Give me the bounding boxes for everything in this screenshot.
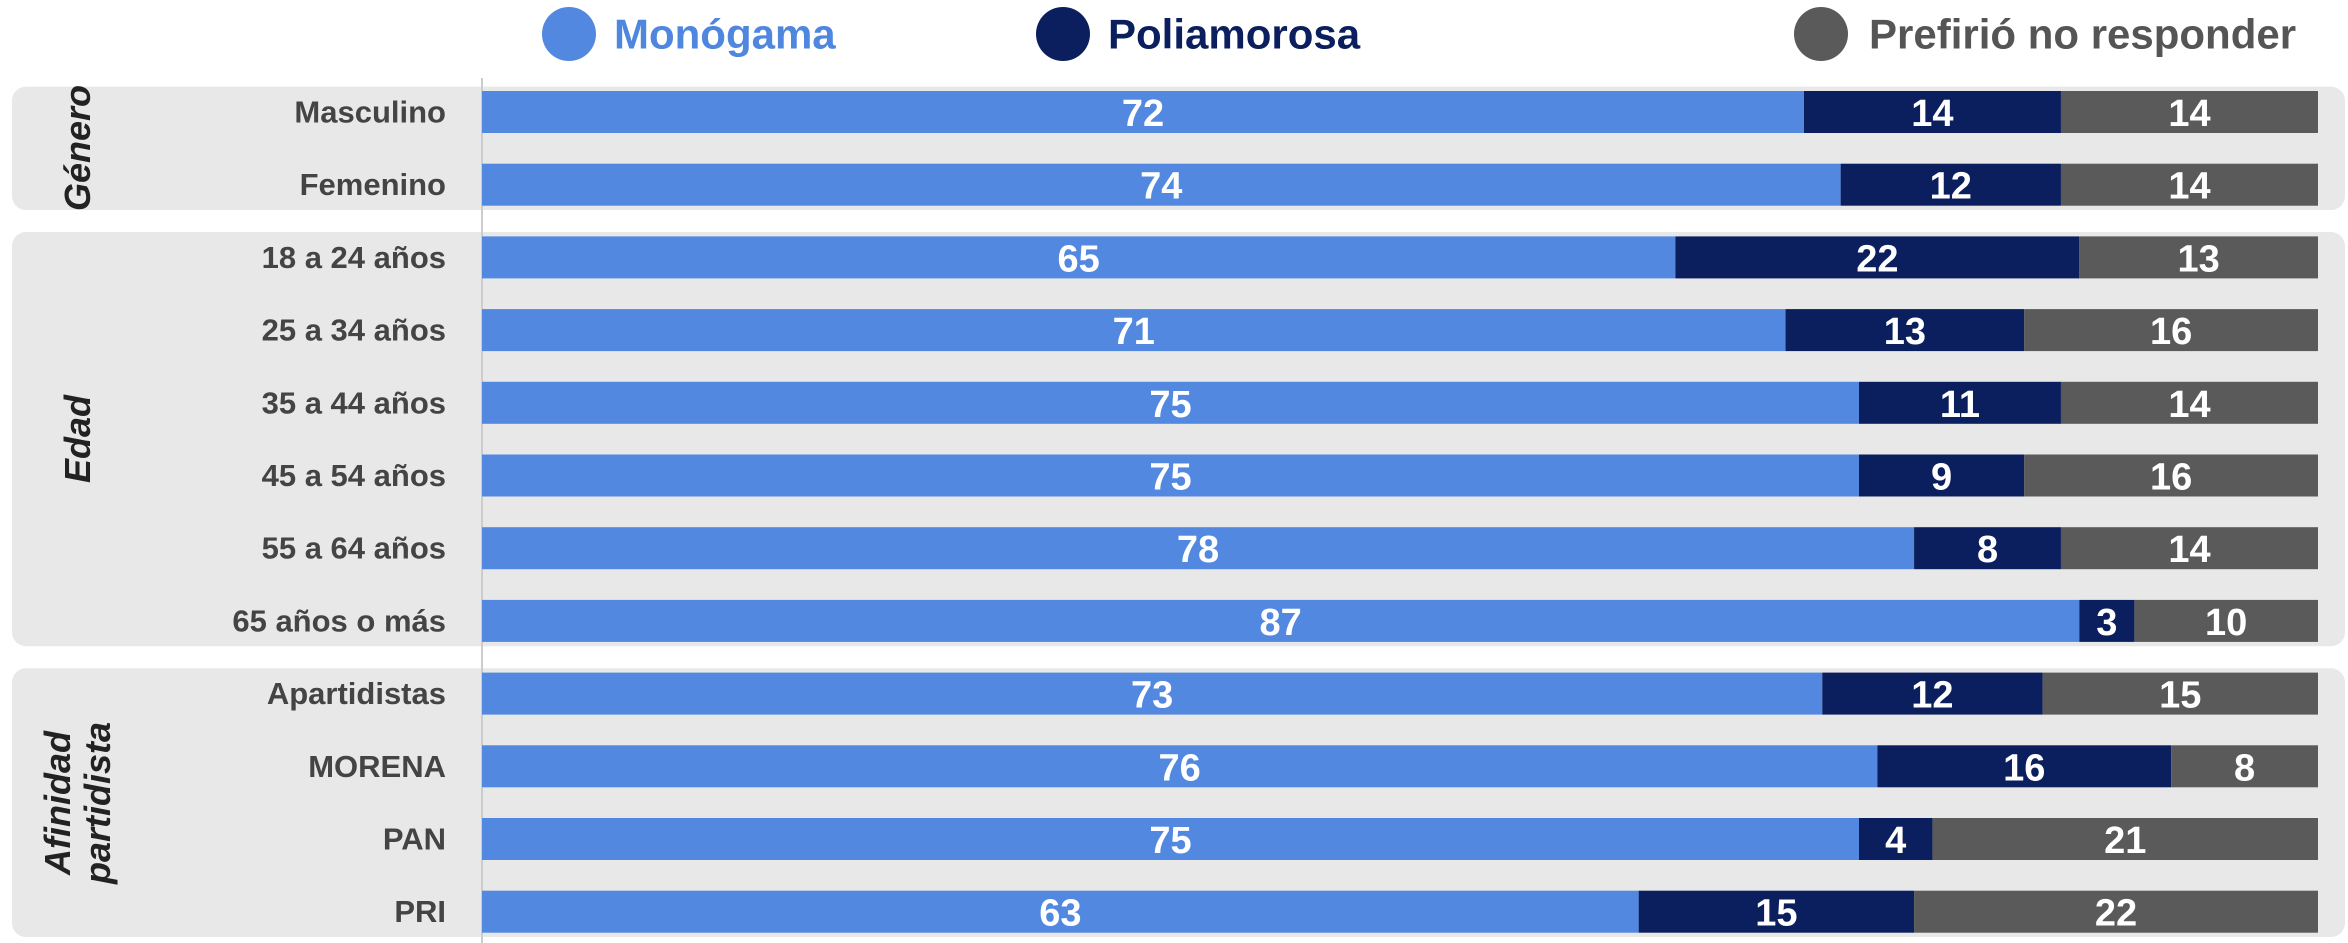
legend-marker (542, 7, 596, 61)
category-label: 45 a 54 años (262, 458, 446, 493)
data-label: 14 (1911, 93, 1953, 135)
data-label: 16 (2150, 311, 2192, 353)
data-label: 13 (2178, 238, 2220, 280)
data-label: 12 (1911, 675, 1953, 717)
bar-segment (2079, 236, 2318, 279)
data-label: 14 (2168, 166, 2210, 208)
bar-segment (482, 818, 1859, 860)
data-label: 10 (2205, 602, 2247, 644)
data-label: 21 (2104, 820, 2146, 862)
legend-label: Prefirió no responder (1869, 11, 2296, 58)
category-label: 25 a 34 años (262, 313, 446, 348)
bar-segment (2024, 454, 2318, 497)
group-label: Edad (57, 395, 98, 484)
data-label: 13 (1884, 311, 1926, 353)
data-label: 12 (1930, 166, 1972, 208)
group-box (12, 668, 2345, 938)
bar-segment (482, 309, 1786, 352)
bar-segment (2024, 309, 2318, 352)
group-label: Afinidad partidista (37, 721, 118, 884)
bar-segment (482, 672, 1823, 715)
bar-segment (1675, 236, 2080, 279)
bar-segment (1822, 672, 2043, 715)
category-label: 18 a 24 años (262, 240, 446, 275)
legend-marker (1794, 7, 1848, 61)
data-label: 4 (1885, 820, 1906, 862)
legend-label: Monógama (614, 11, 836, 58)
data-label: 9 (1931, 457, 1952, 499)
category-label: 65 años o más (232, 603, 446, 638)
category-label: Masculino (294, 95, 446, 130)
data-label: 8 (1977, 529, 1998, 571)
data-label: 71 (1113, 311, 1155, 353)
bar-segment (1859, 818, 1933, 860)
data-label: 11 (1940, 384, 1980, 426)
bar-segment (2060, 381, 2318, 424)
bar-segment (2042, 672, 2318, 715)
data-label: 78 (1177, 529, 1219, 571)
bar-segment (482, 381, 1859, 424)
category-label: 55 a 64 años (262, 531, 446, 566)
bar-segment (2060, 91, 2318, 133)
data-label: 22 (1856, 238, 1898, 280)
bar-segment (1932, 818, 2318, 860)
data-label: 14 (2168, 529, 2210, 571)
bar-segment (1914, 527, 2061, 570)
data-label: 14 (2168, 93, 2210, 135)
category-label: Femenino (300, 167, 446, 202)
data-label: 22 (2095, 893, 2137, 935)
bar-segment (1638, 890, 1915, 933)
bar-segment (482, 527, 1915, 570)
data-label: 14 (2168, 384, 2210, 426)
bar-segment (2171, 745, 2318, 788)
data-label: 65 (1058, 238, 1100, 280)
bar-segment (482, 236, 1676, 279)
data-label: 72 (1122, 93, 1164, 135)
bar-segment (2060, 527, 2318, 570)
data-label: 16 (2003, 747, 2045, 789)
legend-marker (1036, 7, 1090, 61)
data-label: 16 (2150, 457, 2192, 499)
bar-segment (1877, 745, 2172, 788)
bar-segment (482, 599, 2080, 642)
legend-label: Poliamorosa (1108, 11, 1361, 58)
bar-segment (1859, 381, 2061, 424)
bar-segment (1914, 890, 2318, 933)
category-label: 35 a 44 años (262, 385, 446, 420)
bar-segment (482, 745, 1878, 788)
data-label: 8 (2234, 747, 2255, 789)
category-label: Apartidistas (267, 676, 446, 711)
category-label: MORENA (308, 749, 446, 784)
data-label: 3 (2096, 602, 2117, 644)
data-label: 87 (1260, 602, 1302, 644)
bar-segment (482, 91, 1804, 133)
data-label: 76 (1159, 747, 1201, 789)
bar-segment (482, 454, 1859, 497)
bar-segment (2134, 599, 2318, 642)
data-label: 15 (2159, 675, 2201, 717)
data-label: 73 (1131, 675, 1173, 717)
category-label: PRI (394, 894, 446, 929)
group-box (12, 232, 2345, 647)
bar-segment (1840, 163, 2061, 206)
bar-segment (1803, 91, 2061, 133)
bar-segment (482, 890, 1639, 933)
data-label: 75 (1149, 457, 1191, 499)
data-label: 74 (1140, 166, 1182, 208)
bar-segment (1859, 454, 2025, 497)
data-label: 63 (1039, 893, 1081, 935)
data-label: 75 (1149, 384, 1191, 426)
bar-segment (1785, 309, 2025, 352)
bar-segment (482, 163, 1841, 206)
group-label: Género (57, 85, 98, 212)
data-label: 15 (1755, 893, 1797, 935)
data-label: 75 (1149, 820, 1191, 862)
bar-segment (2060, 163, 2318, 206)
category-label: PAN (383, 822, 446, 857)
bar-segment (2079, 599, 2135, 642)
